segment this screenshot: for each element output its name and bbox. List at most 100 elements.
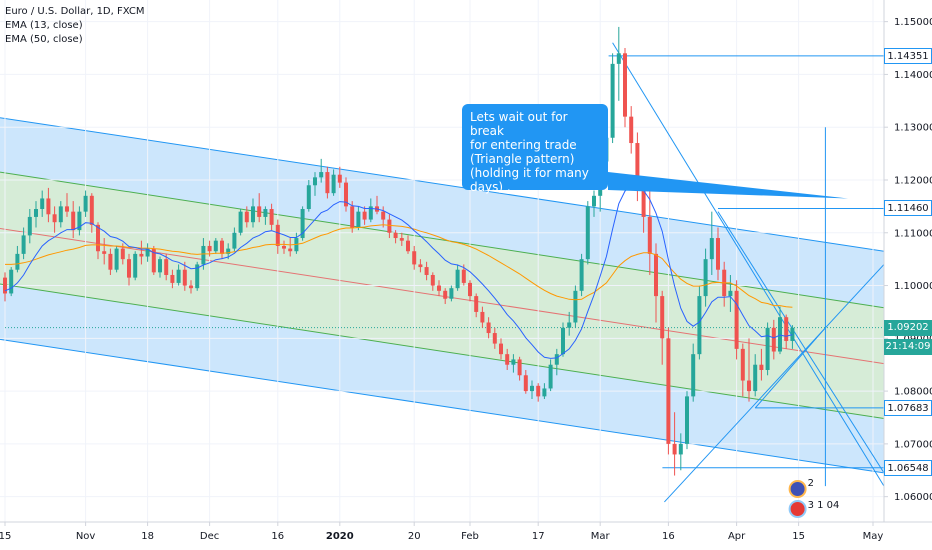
candle-up (610, 63, 615, 138)
candle-down (164, 259, 169, 275)
candle-up (40, 198, 45, 210)
candle-up (728, 290, 733, 297)
candle-down (629, 116, 634, 144)
price-tag[interactable]: 1.06548 (884, 459, 932, 476)
candle-up (542, 388, 547, 397)
candle-up (201, 245, 206, 265)
candle-up (585, 206, 590, 260)
candle-down (523, 375, 528, 392)
ema50-legend[interactable]: EMA (50, close) (5, 34, 83, 45)
channel-lower-zone (0, 283, 884, 473)
candle-down (424, 267, 429, 275)
time-tick-label: Dec (200, 531, 219, 542)
channel-middle-zone (0, 172, 884, 419)
chart-legend: Euro / U.S. Dollar, 1D, FXCM EMA (13, cl… (5, 5, 144, 47)
candle-up (511, 359, 516, 365)
time-axis[interactable]: 15 Nov 18 Dec 16 2020 20 Feb 17 Mar 16 Apr 15 May (0, 521, 932, 550)
candle-down (486, 322, 491, 334)
candle-down (127, 259, 131, 278)
candle-down (647, 216, 652, 254)
candle-up (77, 211, 82, 231)
candle-up (232, 232, 237, 249)
callout-note[interactable]: Lets wait out for break for entering tra… (462, 104, 608, 194)
candle-down (89, 195, 94, 225)
time-tick-label: 16 (271, 531, 284, 542)
note-line: Lets wait out for break (470, 110, 568, 138)
symbol-title[interactable]: Euro / U.S. Dollar, 1D, FXCM (5, 6, 145, 17)
candle-up (176, 269, 181, 283)
candle-down (635, 143, 640, 191)
candle-down (350, 206, 355, 228)
price-tag[interactable]: 1.14351 (884, 47, 932, 64)
candle-down (492, 333, 497, 344)
candle-down (734, 290, 739, 349)
candle-down (759, 364, 764, 370)
candle-up (251, 206, 255, 223)
candle-up (313, 177, 317, 186)
price-tick-label: 1.06000 (894, 492, 932, 503)
candle-up (213, 240, 218, 252)
candle-down (499, 343, 503, 355)
price-tag[interactable]: 1.09202 (884, 319, 932, 336)
note-line: (Triangle pattern) (470, 152, 575, 166)
price-tag[interactable]: 21:14:09 (884, 338, 932, 355)
price-tick-label: 1.07000 (894, 439, 932, 450)
price-tick-label: 1.14000 (894, 70, 932, 81)
candle-up (83, 195, 88, 212)
candle-up (331, 174, 336, 194)
candle-up (34, 209, 38, 217)
price-tag[interactable]: 1.07683 (884, 399, 932, 416)
candle-down (716, 238, 720, 270)
candle-down (120, 248, 125, 260)
candle-down (517, 359, 522, 376)
candle-up (685, 396, 689, 444)
candle-down (654, 253, 658, 297)
candle-up (778, 317, 782, 352)
price-tick-label: 1.12000 (894, 175, 932, 186)
candle-up (573, 290, 578, 323)
candle-up (356, 211, 361, 228)
time-tick-label: Feb (461, 531, 479, 542)
candle-up (238, 211, 243, 233)
candle-up (226, 248, 231, 254)
candle-down (381, 211, 386, 220)
candle-up (158, 259, 162, 273)
event-markers[interactable]: 2 3 1 04 (788, 478, 840, 518)
ema13-legend[interactable]: EMA (13, close) (5, 20, 83, 31)
candle-down (740, 348, 745, 381)
candle-up (579, 259, 584, 291)
price-tag[interactable]: 1.11460 (884, 200, 932, 217)
candle-down (660, 296, 665, 339)
ema-lines (4, 184, 793, 359)
candle-up (709, 238, 714, 260)
candle-up (678, 443, 683, 455)
candle-down (412, 251, 417, 265)
earnings-marker-icon[interactable] (788, 480, 807, 498)
callout-tail (608, 172, 849, 199)
candle-down (784, 317, 789, 341)
candle-down (139, 253, 144, 257)
candle-down (96, 224, 100, 252)
note-line: days) . (470, 180, 511, 194)
candle-down (505, 354, 510, 365)
price-tick-label: 1.11000 (894, 228, 932, 239)
candle-down (443, 290, 448, 299)
earnings-count: 2 (808, 478, 814, 489)
candle-down (257, 206, 262, 217)
candle-down (151, 248, 156, 273)
candle-up (616, 53, 621, 64)
candle-up (554, 354, 559, 365)
candle-down (362, 211, 367, 220)
candle-down (65, 206, 69, 212)
price-axis[interactable]: 1.15000 1.14000 1.13000 1.12000 1.11000 1.100… (883, 0, 932, 550)
price-tick-label: 1.15000 (894, 17, 932, 28)
candle-down (244, 211, 249, 223)
candle-up (449, 288, 454, 299)
candle-up (561, 327, 565, 355)
price-tick-label: 1.10000 (894, 281, 932, 292)
candle-down (461, 269, 466, 283)
flag-marker-icon[interactable] (788, 500, 807, 518)
time-tick-label: 17 (532, 531, 545, 542)
candle-down (672, 443, 677, 455)
